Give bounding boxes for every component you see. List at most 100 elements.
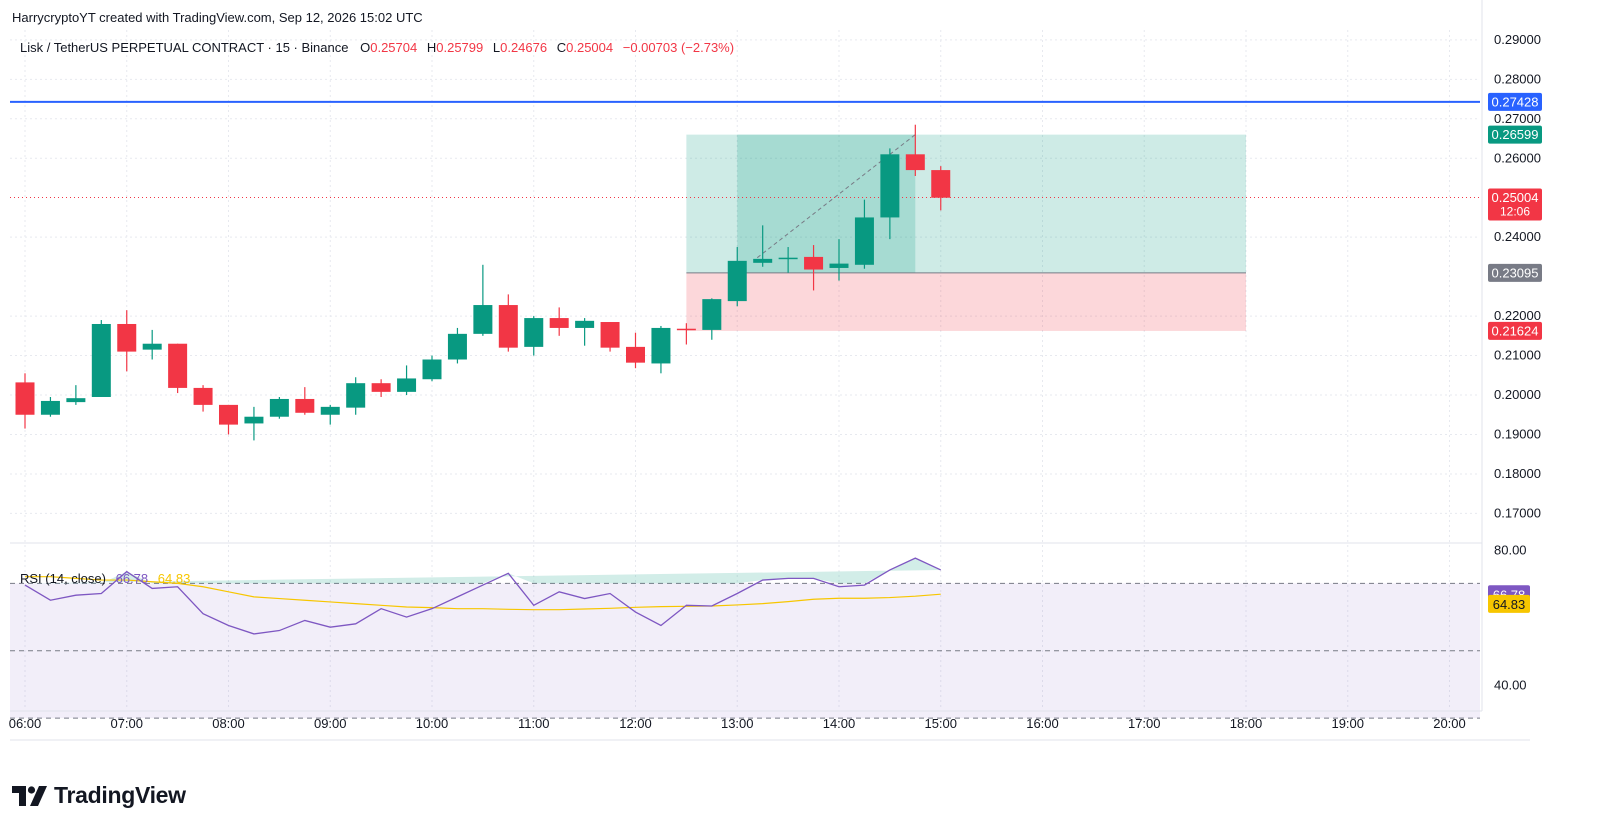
candle-body — [346, 383, 366, 408]
open-value: 0.25704 — [370, 40, 418, 55]
time-tick-label: 09:00 — [314, 716, 347, 731]
loss-zone — [686, 272, 1246, 331]
candle-body — [244, 416, 264, 424]
candle-body — [727, 260, 747, 302]
candle-body — [702, 299, 722, 330]
candle-body — [524, 318, 544, 347]
candle-body — [219, 404, 238, 425]
candle-body — [600, 322, 620, 348]
low-value: 0.24676 — [500, 40, 548, 55]
candle-body — [117, 323, 137, 352]
candle-body — [880, 154, 900, 218]
symbol-name: Lisk / TetherUS PERPETUAL CONTRACT · 15 … — [20, 40, 349, 55]
blue-line-price-label-box — [1488, 92, 1542, 111]
candle-body — [295, 398, 315, 413]
time-tick-label: 18:00 — [1230, 716, 1263, 731]
time-tick-label: 11:00 — [518, 716, 550, 731]
current-price-label-box — [1488, 188, 1542, 221]
candle-body — [854, 217, 874, 265]
candle-body — [931, 170, 951, 198]
rsi-panel — [10, 557, 1480, 719]
price-tick-label: 0.24000 — [1494, 229, 1541, 244]
profit-zone — [686, 134, 1246, 273]
price-tick-label: 0.21000 — [1494, 348, 1541, 363]
rsi-ma-label-box — [1488, 594, 1530, 613]
price-tick-label: 0.28000 — [1494, 71, 1541, 86]
candle-body — [447, 333, 467, 360]
candle-body — [473, 305, 493, 334]
candle-body — [498, 305, 518, 348]
price-tick-label: 0.20000 — [1494, 387, 1541, 402]
rsi-ma-label: 64.83 — [1493, 597, 1526, 612]
time-tick-label: 16:00 — [1026, 716, 1059, 731]
time-tick-label: 10:00 — [416, 716, 449, 731]
rsi-tick-label: 80.00 — [1494, 543, 1527, 558]
time-tick-label: 07:00 — [110, 716, 143, 731]
time-tick-label: 12:00 — [619, 716, 652, 731]
candle-body — [575, 320, 595, 328]
candle-body — [422, 359, 442, 380]
time-tick-label: 14:00 — [823, 716, 856, 731]
candle-body — [269, 398, 289, 417]
tradingview-logo[interactable]: TradingView — [12, 782, 186, 809]
price-tick-label: 0.26000 — [1494, 150, 1541, 165]
time-tick-label: 20:00 — [1433, 716, 1466, 731]
price-levels — [10, 100, 1480, 199]
candle-body — [753, 258, 773, 263]
candle-body — [676, 328, 696, 331]
stop-price-label-box — [1488, 321, 1542, 340]
price-tick-label: 0.17000 — [1494, 505, 1541, 520]
trade-path-line — [756, 134, 916, 259]
time-tick-label: 19:00 — [1331, 716, 1364, 731]
candle-body — [371, 383, 391, 392]
candle-body — [15, 382, 35, 415]
symbol-legend: Lisk / TetherUS PERPETUAL CONTRACT · 15 … — [20, 40, 734, 55]
rsi-overbought-fill — [25, 558, 941, 584]
candle-body — [905, 154, 925, 171]
low-label: L — [492, 40, 501, 55]
rsi-ma-value: 64.83 — [157, 571, 191, 586]
candle-body — [168, 343, 188, 388]
candle-body — [91, 323, 111, 397]
target-price-label-box — [1488, 125, 1542, 144]
candle-body — [320, 406, 340, 415]
open-label: O — [360, 40, 371, 55]
change-value: −0.00703 (−2.73%) — [622, 40, 735, 55]
time-tick-label: 13:00 — [721, 716, 754, 731]
candle-body — [193, 387, 213, 405]
axes: 0.29000 0.28000 0.27000 0.26000 0.24000 0.220… — [9, 0, 1542, 741]
time-tick-label: 15:00 — [924, 716, 957, 731]
candles — [15, 124, 951, 441]
countdown-label: 12:06 — [1500, 205, 1530, 219]
target-price-label: 0.26599 — [1492, 127, 1539, 142]
time-tick-label: 17:00 — [1128, 716, 1161, 731]
rsi-line — [24, 557, 942, 635]
time-tick-label: 08:00 — [212, 716, 245, 731]
candle-body — [804, 256, 824, 270]
rsi-value: 66.78 — [115, 571, 149, 586]
current-price-label: 0.25004 — [1492, 190, 1539, 205]
candle-body — [778, 257, 798, 260]
candle-body — [651, 327, 671, 364]
price-tick-label: 0.18000 — [1494, 466, 1541, 481]
rsi-legend: RSI (14, close) 66.78 64.83 — [20, 571, 190, 586]
high-label: H — [426, 40, 437, 55]
time-tick-label: 06:00 — [9, 716, 42, 731]
long-position-tool[interactable] — [686, 134, 1246, 331]
stop-price-label: 0.21624 — [1492, 323, 1539, 338]
candle-body — [626, 346, 645, 363]
rsi-ma-line — [25, 576, 941, 611]
price-tick-label: 0.19000 — [1494, 426, 1541, 441]
entry-price-label: 0.23095 — [1492, 265, 1539, 280]
candle-body — [40, 400, 60, 415]
rsi-label: RSI (14, close) — [20, 571, 106, 586]
entry-price-label-box — [1488, 263, 1542, 282]
price-tick-label: 0.29000 — [1494, 32, 1541, 47]
candle-body — [397, 378, 417, 392]
high-value: 0.25799 — [436, 40, 484, 55]
candle-body — [549, 318, 569, 328]
price-tick-label: 0.27000 — [1494, 111, 1541, 126]
candle-body — [829, 263, 849, 268]
candle-body — [142, 343, 162, 350]
